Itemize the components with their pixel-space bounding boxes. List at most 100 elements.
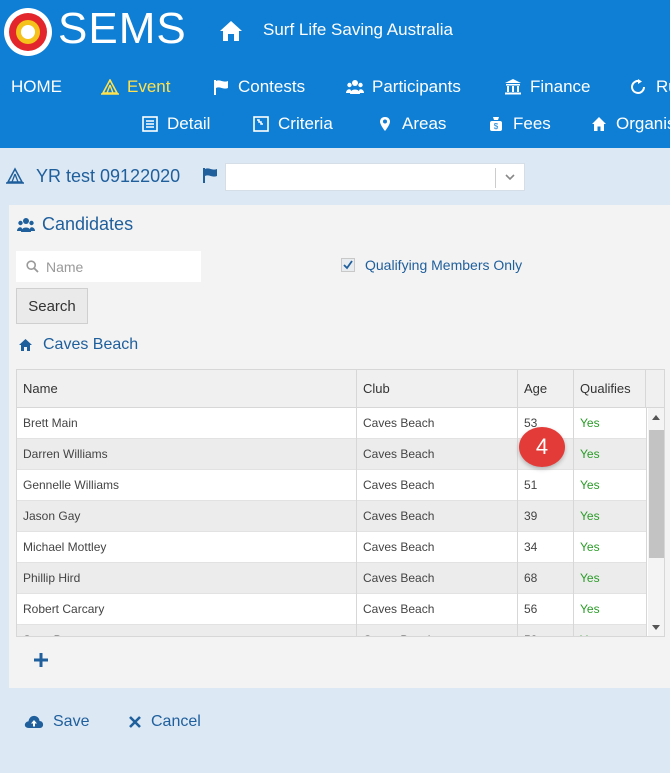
cell-club: Caves Beach xyxy=(357,532,518,563)
home-icon[interactable] xyxy=(218,18,244,44)
cancel-label: Cancel xyxy=(151,713,201,730)
nav-home-label: HOME xyxy=(11,77,62,96)
subnav-detail[interactable]: Detail xyxy=(142,113,210,135)
column-header-name[interactable]: Name xyxy=(17,370,357,408)
qualifying-members-checkbox[interactable] xyxy=(341,258,355,272)
nav-ru[interactable]: Ru xyxy=(630,76,670,98)
scroll-down-icon[interactable] xyxy=(652,625,660,630)
nav-participants[interactable]: Participants xyxy=(346,76,461,98)
logo-center xyxy=(21,25,35,39)
table-scrollbar[interactable] xyxy=(648,408,664,636)
nav-finance[interactable]: Finance xyxy=(504,76,590,98)
save-button[interactable]: Save xyxy=(24,711,89,733)
flag-icon xyxy=(214,80,228,95)
cell-name: Gennelle Williams xyxy=(17,470,357,501)
cell-club: Caves Beach xyxy=(357,408,518,439)
nav-event[interactable]: Event xyxy=(101,76,170,98)
cell-qualifies: Yes xyxy=(574,532,647,563)
list-icon xyxy=(142,116,158,132)
name-search-box xyxy=(16,251,201,282)
scrollbar-thumb[interactable] xyxy=(649,430,664,558)
cell-club: Caves Beach xyxy=(357,625,518,636)
nav-finance-label: Finance xyxy=(530,77,591,96)
bank-icon xyxy=(505,79,521,95)
nav-contests[interactable]: Contests xyxy=(212,76,305,98)
cell-name: Scott Bennet xyxy=(17,625,357,636)
nav-participants-label: Participants xyxy=(372,77,461,96)
subnav-detail-label: Detail xyxy=(167,114,211,133)
search-icon xyxy=(26,260,39,273)
cell-qualifies: Yes xyxy=(574,501,647,532)
nav-event-label: Event xyxy=(127,77,171,96)
cell-age: 51 xyxy=(518,470,574,501)
cell-name: Jason Gay xyxy=(17,501,357,532)
money-icon: $ xyxy=(490,117,502,131)
slsa-logo[interactable] xyxy=(4,8,52,56)
table-header: Name Club Age Qualifies xyxy=(17,370,664,408)
cell-name: Phillip Hird xyxy=(17,563,357,594)
column-header-qualifies[interactable]: Qualifies xyxy=(574,370,646,408)
cell-age: 52 xyxy=(518,625,574,636)
subnav-areas[interactable]: Areas xyxy=(377,113,446,135)
nav-contests-label: Contests xyxy=(238,77,306,96)
scroll-up-icon[interactable] xyxy=(652,415,660,420)
subnav-organis-label: Organis xyxy=(616,114,670,133)
subnav-criteria[interactable]: Criteria xyxy=(253,113,333,135)
top-header: SEMS Surf Life Saving Australia HOME Eve… xyxy=(0,0,670,148)
refresh-icon xyxy=(631,79,645,94)
table-row[interactable]: Michael Mottley Caves Beach 34 Yes xyxy=(17,532,647,563)
cell-name: Michael Mottley xyxy=(17,532,357,563)
qualifying-members-label[interactable]: Qualifying Members Only xyxy=(365,257,523,273)
cell-age: 39 xyxy=(518,501,574,532)
map-marker-icon xyxy=(380,117,390,131)
table-row[interactable]: Phillip Hird Caves Beach 68 Yes xyxy=(17,563,647,594)
table-row[interactable]: Robert Carcary Caves Beach 56 Yes xyxy=(17,594,647,625)
subnav-criteria-label: Criteria xyxy=(278,114,333,133)
cell-qualifies: Yes xyxy=(574,439,647,470)
table-row[interactable]: Brett Main Caves Beach 53 Yes xyxy=(17,408,647,439)
event-tent-icon xyxy=(6,167,24,184)
cell-name: Darren Williams xyxy=(17,439,357,470)
subnav-fees[interactable]: $ Fees xyxy=(488,113,551,135)
cloud-upload-icon xyxy=(24,715,44,728)
users-icon xyxy=(346,80,364,94)
subnav-organis[interactable]: Organis xyxy=(591,113,670,135)
candidates-table: Name Club Age Qualifies Brett Main Caves… xyxy=(16,369,665,637)
event-select-dropdown[interactable] xyxy=(225,163,525,191)
cell-age: 53 xyxy=(518,408,574,439)
home-icon xyxy=(19,339,32,351)
cancel-button[interactable]: Cancel xyxy=(128,711,201,733)
cell-qualifies: Yes xyxy=(574,594,647,625)
home-icon xyxy=(592,117,606,131)
name-search-input[interactable] xyxy=(46,251,196,282)
cell-qualifies: Yes xyxy=(574,408,647,439)
candidates-panel: Candidates Qualifying Members Only Searc… xyxy=(9,205,670,688)
add-candidate-button[interactable] xyxy=(34,653,48,667)
checkmark-icon xyxy=(343,260,353,270)
users-icon xyxy=(17,218,35,232)
nav-home[interactable]: HOME xyxy=(11,76,62,98)
search-button[interactable]: Search xyxy=(16,288,88,324)
cell-club: Caves Beach xyxy=(357,470,518,501)
cell-age: 34 xyxy=(518,532,574,563)
cell-club: Caves Beach xyxy=(357,594,518,625)
flag-icon xyxy=(203,168,217,183)
club-heading: Caves Beach xyxy=(43,336,139,353)
cell-qualifies: Yes xyxy=(574,625,647,636)
table-row[interactable]: Gennelle Williams Caves Beach 51 Yes xyxy=(17,470,647,501)
svg-text:$: $ xyxy=(494,122,499,131)
cell-club: Caves Beach xyxy=(357,563,518,594)
chevron-down-icon[interactable] xyxy=(504,171,516,183)
cell-name: Robert Carcary xyxy=(17,594,357,625)
table-row[interactable]: Scott Bennet Caves Beach 52 Yes xyxy=(17,625,647,636)
candidates-title: Candidates xyxy=(42,214,134,234)
organisation-name: Surf Life Saving Australia xyxy=(263,20,453,39)
cell-age: 68 xyxy=(518,563,574,594)
table-row[interactable]: Jason Gay Caves Beach 39 Yes xyxy=(17,501,647,532)
cell-name: Brett Main xyxy=(17,408,357,439)
select-divider xyxy=(495,168,496,188)
save-label: Save xyxy=(53,713,90,730)
column-header-age[interactable]: Age xyxy=(518,370,574,408)
column-header-club[interactable]: Club xyxy=(357,370,518,408)
cell-qualifies: Yes xyxy=(574,470,647,501)
